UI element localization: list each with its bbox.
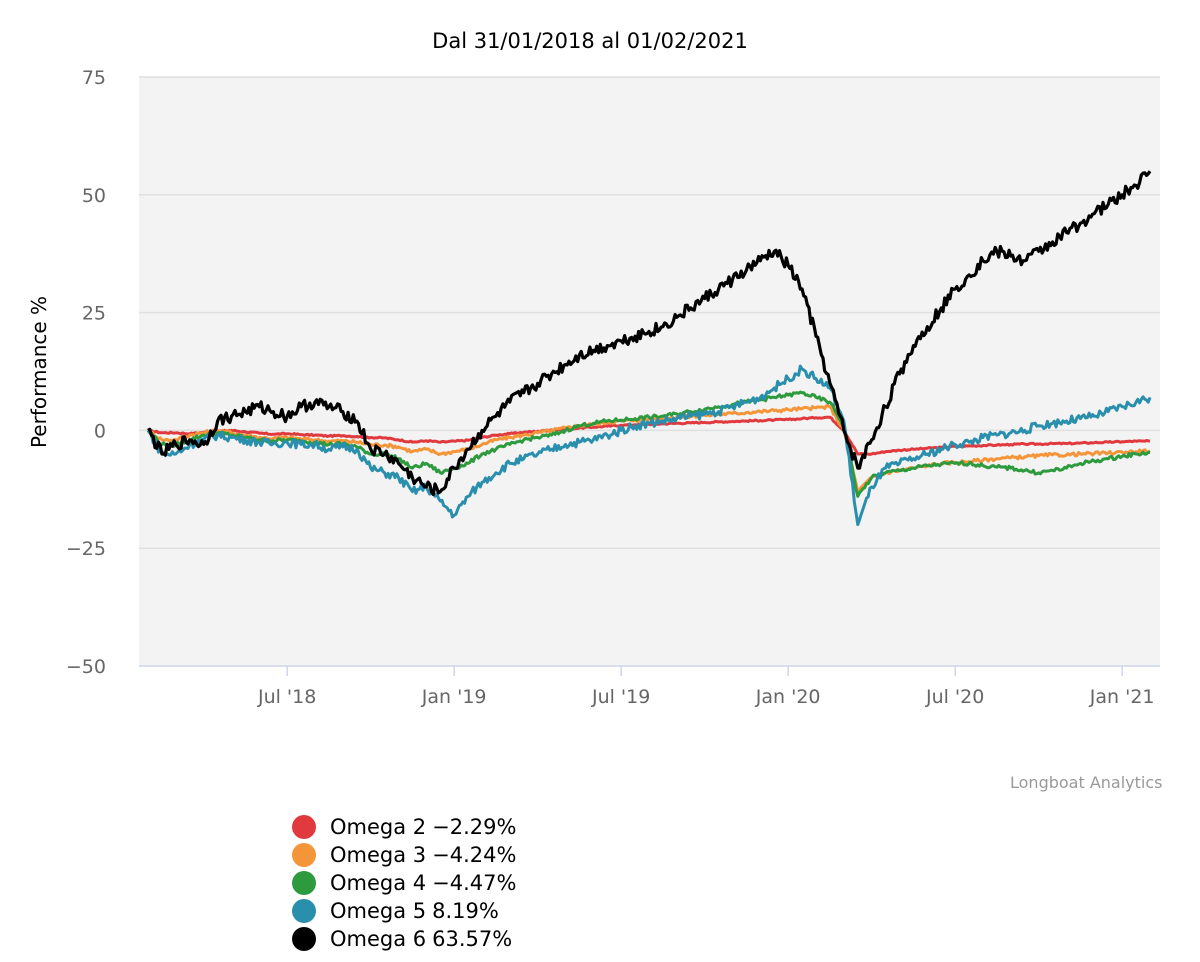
series-line-omega-6[interactable] (147, 170, 1152, 497)
legend-item-omega-4[interactable]: Omega 4 −4.47% (292, 869, 516, 897)
series-line-omega-5[interactable] (146, 364, 1152, 527)
legend-marker (292, 899, 316, 923)
y-tick-label: 75 (82, 67, 106, 89)
legend-marker (292, 843, 316, 867)
y-tick-label: 25 (82, 303, 106, 325)
x-tick-label: Jul '19 (591, 686, 650, 708)
x-tick-label: Jan '21 (1089, 686, 1155, 708)
x-tick-label: Jul '20 (925, 686, 984, 708)
legend-series-pct: −2.29% (432, 815, 517, 839)
legend-series-name: Omega 2 (330, 815, 427, 839)
legend-series-name: Omega 4 (330, 871, 427, 895)
legend-series-pct: −4.47% (432, 871, 517, 895)
y-tick-label: 50 (82, 185, 106, 207)
credits-link[interactable]: Longboat Analytics (1010, 773, 1163, 792)
legend-item-omega-3[interactable]: Omega 3 −4.24% (292, 841, 516, 869)
x-tick-label: Jul '18 (257, 686, 316, 708)
legend-series-pct: 8.19% (432, 899, 499, 923)
y-tick-label: −50 (66, 656, 106, 678)
legend-marker (292, 815, 316, 839)
y-tick-label: 0 (94, 420, 106, 442)
legend-series-pct: −4.24% (432, 843, 517, 867)
legend-item-omega-5[interactable]: Omega 5 8.19% (292, 897, 516, 925)
legend-series-name: Omega 6 (330, 927, 427, 951)
y-tick-label: −25 (66, 538, 106, 560)
x-tick-label: Jan '19 (421, 686, 487, 708)
legend-marker (292, 927, 316, 951)
legend-marker (292, 871, 316, 895)
y-axis-label: Performance % (27, 296, 51, 448)
legend-series-name: Omega 3 (330, 843, 427, 867)
legend-series-name: Omega 5 (330, 899, 427, 923)
legend: Omega 2 −2.29% Omega 3 −4.24% Omega 4 −4.47% O… (292, 813, 516, 953)
legend-series-pct: 63.57% (432, 927, 513, 951)
x-tick-label: Jan '20 (755, 686, 821, 708)
legend-item-omega-2[interactable]: Omega 2 −2.29% (292, 813, 516, 841)
chart-title: Dal 31/01/2018 al 01/02/2021 (432, 29, 748, 53)
plot-background (139, 77, 1160, 666)
legend-item-omega-6[interactable]: Omega 6 63.57% (292, 925, 516, 953)
